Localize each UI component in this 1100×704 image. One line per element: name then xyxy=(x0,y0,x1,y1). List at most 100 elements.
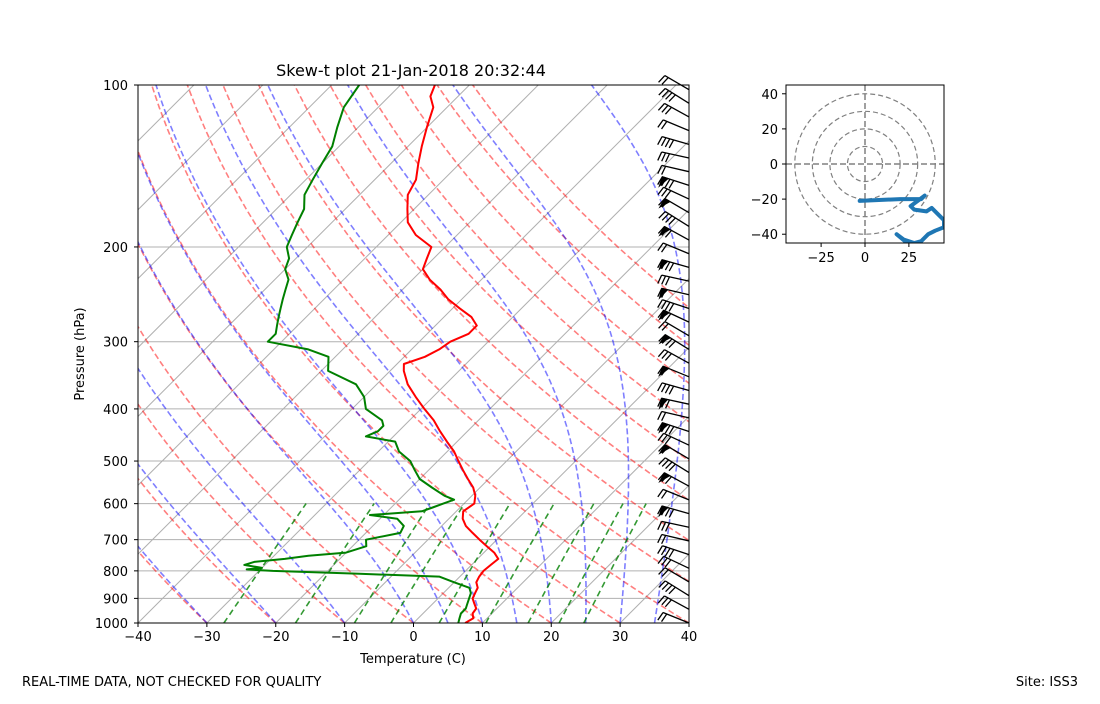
moist-adiabat-line xyxy=(452,85,630,623)
y-tick-label: 200 xyxy=(103,241,128,256)
x-tick-label: 30 xyxy=(612,630,629,645)
hodograph-x-tick-label: 0 xyxy=(861,251,869,266)
wind-barb xyxy=(658,457,690,474)
isotherm-gridline xyxy=(138,85,539,486)
dry-adiabat-line xyxy=(138,148,552,623)
hodograph-y-ticks: −40 −20 0 20 40 xyxy=(751,88,786,243)
moist-adiabat-line xyxy=(138,366,346,623)
dry-adiabat-line xyxy=(472,85,689,309)
wind-barb xyxy=(657,533,690,545)
wind-barb xyxy=(657,382,690,395)
mixing-ratio-line xyxy=(390,503,466,623)
y-tick-label: 800 xyxy=(103,565,128,580)
wind-barb xyxy=(657,520,690,532)
moist-adiabat-line xyxy=(155,85,484,623)
hodograph-trace-line xyxy=(857,193,944,243)
wind-barb xyxy=(658,321,690,337)
wind-barb xyxy=(657,176,690,189)
mixing-ratio-line xyxy=(353,503,431,623)
wind-barb xyxy=(657,309,690,323)
wind-barb xyxy=(658,87,690,104)
isotherm-gridline xyxy=(344,277,689,623)
mixing-ratio-line xyxy=(438,503,511,623)
wind-barb xyxy=(657,225,690,241)
isotherm-gridline xyxy=(550,484,689,623)
y-tick-label: 700 xyxy=(103,534,128,549)
moist-adiabat-line xyxy=(138,151,449,623)
x-tick-label: −10 xyxy=(331,630,358,645)
isotherm-gridline xyxy=(482,415,689,623)
site-label: Site: ISS3 xyxy=(1016,675,1078,690)
y-axis-ticks: 100 200 300 400 500 600 700 800 900 1000 xyxy=(95,79,138,632)
dry-adiabat-line xyxy=(257,85,689,542)
hodograph-y-tick-label: 0 xyxy=(770,158,778,173)
hodograph-y-tick-label: 20 xyxy=(761,123,778,138)
quality-disclaimer: REAL-TIME DATA, NOT CHECKED FOR QUALITY xyxy=(22,675,321,690)
isotherm-gridline xyxy=(138,85,195,142)
wind-barb xyxy=(657,287,690,300)
skew-t-axes: −40 −30 −20 −10 0 10 20 30 40 100200300400500600… xyxy=(0,61,1100,667)
wind-barb xyxy=(657,151,690,163)
wind-barb xyxy=(657,274,690,286)
wind-barb xyxy=(657,422,690,435)
dry-adiabat-line xyxy=(365,85,689,423)
wind-barb xyxy=(657,186,690,200)
isotherm-gridline xyxy=(138,85,608,555)
hodograph-axes: −25 0 25 −40 −20 0 20 40 xyxy=(751,84,945,266)
mixing-ratio-line xyxy=(485,503,555,623)
hodograph-ring xyxy=(846,145,884,183)
wind-barb xyxy=(658,197,690,214)
x-tick-label: 20 xyxy=(543,630,560,645)
wind-barb xyxy=(657,164,690,175)
dry-adiabat-line xyxy=(138,477,277,623)
wind-barb xyxy=(657,545,690,558)
x-tick-label: 10 xyxy=(474,630,491,645)
wind-barb xyxy=(658,333,690,351)
y-axis-label: Pressure (hPa) xyxy=(73,307,88,400)
wind-barb xyxy=(657,259,690,272)
wind-barb xyxy=(657,135,690,149)
chart-title: Skew-t plot 21-Jan-2018 20:32:44 xyxy=(276,61,546,80)
isotherm-gridline xyxy=(758,85,1100,623)
wind-barb xyxy=(657,349,690,364)
moist-adiabat-line xyxy=(267,85,553,623)
wind-barb xyxy=(657,488,690,501)
isotherm-gridline xyxy=(138,85,264,211)
y-tick-label: 300 xyxy=(103,336,128,351)
y-tick-label: 1000 xyxy=(95,617,128,632)
isotherm-gridline xyxy=(275,209,689,623)
hodograph-ring xyxy=(829,128,901,200)
dry-adiabat-line xyxy=(138,402,346,623)
hodograph-plot-area xyxy=(786,85,944,243)
wind-barb xyxy=(657,299,690,312)
hodograph-y-tick-label: −20 xyxy=(751,193,778,208)
isotherm-gridline xyxy=(138,85,677,623)
wind-barb xyxy=(657,505,690,518)
wind-barb xyxy=(658,443,690,460)
wind-barb xyxy=(657,397,690,410)
isotherm-gridline xyxy=(138,85,332,280)
wind-barb xyxy=(657,365,690,378)
dewpoint-profile-line xyxy=(243,85,472,623)
moist-adiabat-line xyxy=(347,85,587,623)
wind-barb xyxy=(657,555,690,569)
isotherm-gridline xyxy=(0,85,56,623)
wind-barb xyxy=(658,567,690,583)
mixing-ratio-line xyxy=(583,503,647,623)
wind-barb xyxy=(657,472,690,487)
x-tick-label: 0 xyxy=(409,630,417,645)
wind-barb xyxy=(657,119,690,132)
dry-adiabat-line xyxy=(138,242,483,623)
dry-adiabat-line xyxy=(222,85,689,583)
dry-adiabat-line xyxy=(293,85,689,502)
isotherm-gridline xyxy=(206,140,689,623)
isotherm-gridline xyxy=(688,622,689,623)
x-axis-label: Temperature (C) xyxy=(359,652,466,667)
mixing-ratio-line xyxy=(558,503,624,623)
hodograph-y-tick-label: −40 xyxy=(751,228,778,243)
wind-barb xyxy=(658,74,690,91)
hodograph-x-tick-label: −25 xyxy=(807,251,834,266)
wind-barb xyxy=(657,242,690,255)
